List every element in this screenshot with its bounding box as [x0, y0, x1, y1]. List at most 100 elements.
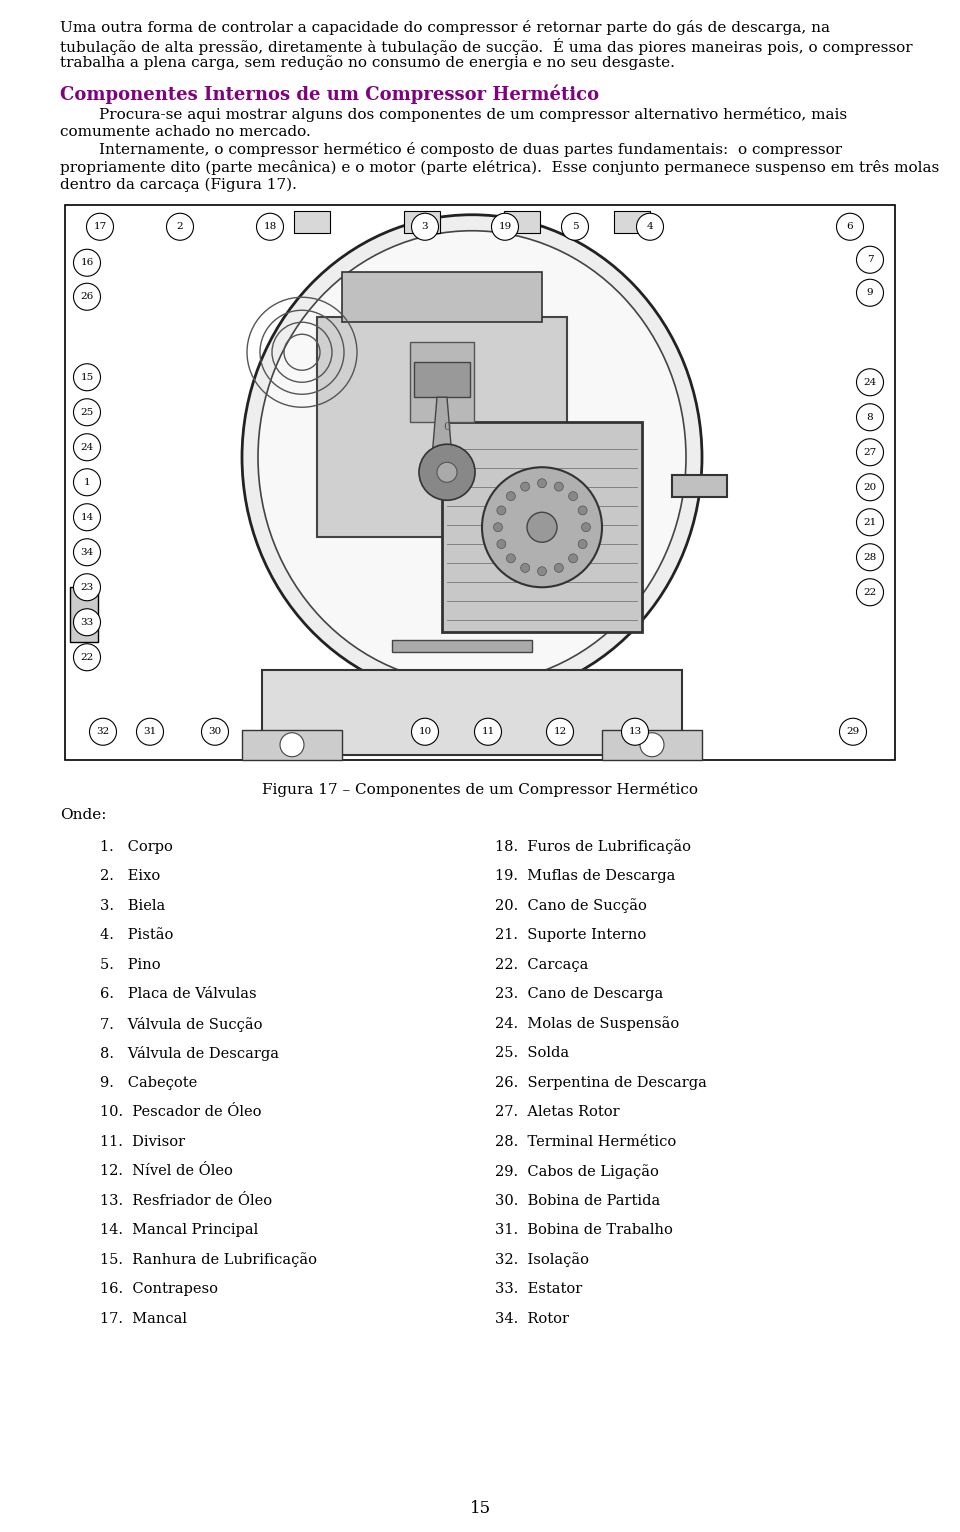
Text: 14: 14 [81, 513, 94, 522]
Circle shape [74, 469, 101, 496]
Text: 15: 15 [81, 372, 94, 381]
Text: 16: 16 [81, 259, 94, 267]
Circle shape [506, 492, 516, 501]
Circle shape [582, 522, 590, 532]
Text: 7: 7 [867, 256, 874, 264]
Text: 26: 26 [81, 293, 94, 302]
Circle shape [74, 643, 101, 671]
Text: 10: 10 [419, 728, 432, 737]
Bar [294, 211, 330, 233]
Bar [262, 669, 682, 755]
Circle shape [568, 492, 578, 501]
Circle shape [856, 579, 883, 605]
Bar [404, 211, 440, 233]
Bar [392, 640, 532, 653]
Circle shape [482, 467, 602, 587]
Circle shape [856, 247, 883, 273]
Text: 32: 32 [96, 728, 109, 737]
Text: 33.  Estator: 33. Estator [495, 1282, 583, 1296]
Circle shape [280, 732, 304, 757]
Text: 10.  Pescador de Óleo: 10. Pescador de Óleo [100, 1105, 261, 1118]
Circle shape [562, 213, 588, 241]
Text: Procura-se aqui mostrar alguns dos componentes de um compressor alternativo herm: Procura-se aqui mostrar alguns dos compo… [60, 107, 847, 123]
Text: 9.   Cabeçote: 9. Cabeçote [100, 1075, 197, 1089]
Text: 21: 21 [863, 518, 876, 527]
Circle shape [856, 404, 883, 430]
Circle shape [74, 608, 101, 636]
Circle shape [520, 483, 530, 492]
Ellipse shape [242, 214, 702, 700]
Text: 5.   Pino: 5. Pino [100, 958, 160, 971]
Text: 24: 24 [81, 443, 94, 452]
Circle shape [578, 539, 588, 548]
Text: 9: 9 [867, 288, 874, 297]
Text: 34.  Rotor: 34. Rotor [495, 1311, 569, 1325]
Text: 27.  Aletas Rotor: 27. Aletas Rotor [495, 1105, 619, 1118]
Circle shape [74, 574, 101, 601]
Text: 11.  Divisor: 11. Divisor [100, 1135, 185, 1149]
Circle shape [856, 438, 883, 466]
Text: 15.  Ranhura de Lubrificação: 15. Ranhura de Lubrificação [100, 1253, 317, 1267]
Circle shape [538, 567, 546, 576]
Text: 29.  Cabos de Ligação: 29. Cabos de Ligação [495, 1164, 659, 1180]
Text: 26.  Serpentina de Descarga: 26. Serpentina de Descarga [495, 1075, 707, 1089]
Text: 16.  Contrapeso: 16. Contrapeso [100, 1282, 218, 1296]
Bar [672, 475, 727, 498]
Text: 0: 0 [444, 423, 450, 432]
Text: 20: 20 [863, 483, 876, 492]
Text: 17: 17 [93, 222, 107, 231]
Text: 12.  Nível de Óleo: 12. Nível de Óleo [100, 1164, 233, 1178]
Text: 11: 11 [481, 728, 494, 737]
Text: Onde:: Onde: [60, 807, 107, 823]
Bar [614, 211, 650, 233]
Circle shape [86, 213, 113, 241]
Text: tubulação de alta pressão, diretamente à tubulação de sucção.  É uma das piores : tubulação de alta pressão, diretamente à… [60, 37, 913, 55]
Text: 8.   Válvula de Descarga: 8. Válvula de Descarga [100, 1046, 279, 1062]
Text: comumente achado no mercado.: comumente achado no mercado. [60, 124, 311, 139]
Text: 21.  Suporte Interno: 21. Suporte Interno [495, 928, 646, 942]
Text: 5: 5 [572, 222, 578, 231]
Circle shape [74, 398, 101, 426]
Text: 28: 28 [863, 553, 876, 562]
Circle shape [419, 444, 475, 501]
Text: 4: 4 [647, 222, 654, 231]
Text: 30: 30 [208, 728, 222, 737]
Circle shape [856, 473, 883, 501]
Circle shape [437, 463, 457, 483]
Text: 2.   Eixo: 2. Eixo [100, 869, 160, 882]
Circle shape [166, 213, 194, 241]
Circle shape [568, 555, 578, 562]
Circle shape [554, 564, 564, 573]
Text: 25.  Solda: 25. Solda [495, 1046, 569, 1060]
Text: 29: 29 [847, 728, 859, 737]
Text: trabalha a plena carga, sem redução no consumo de energia e no seu desgaste.: trabalha a plena carga, sem redução no c… [60, 55, 675, 70]
Text: 22.  Carcaça: 22. Carcaça [495, 958, 588, 971]
Bar [602, 729, 702, 760]
Text: 20.  Cano de Sucção: 20. Cano de Sucção [495, 898, 647, 913]
Circle shape [493, 522, 502, 532]
Text: 13.  Resfriador de Óleo: 13. Resfriador de Óleo [100, 1193, 272, 1207]
Text: 7.   Válvula de Sucção: 7. Válvula de Sucção [100, 1017, 262, 1031]
Text: 24.  Molas de Suspensão: 24. Molas de Suspensão [495, 1017, 680, 1031]
Text: 18: 18 [263, 222, 276, 231]
Circle shape [202, 719, 228, 745]
Text: 1.   Corpo: 1. Corpo [100, 840, 173, 853]
Circle shape [546, 719, 573, 745]
Circle shape [474, 719, 501, 745]
Text: 24: 24 [863, 378, 876, 386]
Text: dentro da carcaça (Figura 17).: dentro da carcaça (Figura 17). [60, 178, 297, 192]
Circle shape [256, 213, 283, 241]
Circle shape [839, 719, 867, 745]
Circle shape [527, 512, 557, 542]
Circle shape [74, 434, 101, 461]
Bar [317, 317, 567, 538]
Text: 14.  Mancal Principal: 14. Mancal Principal [100, 1223, 258, 1236]
Circle shape [497, 506, 506, 515]
Text: 19: 19 [498, 222, 512, 231]
Circle shape [89, 719, 116, 745]
Text: 33: 33 [81, 617, 94, 627]
Text: Figura 17 – Componentes de um Compressor Hermético: Figura 17 – Componentes de um Compressor… [262, 781, 698, 797]
Circle shape [856, 369, 883, 395]
Circle shape [621, 719, 649, 745]
Text: 25: 25 [81, 408, 94, 417]
